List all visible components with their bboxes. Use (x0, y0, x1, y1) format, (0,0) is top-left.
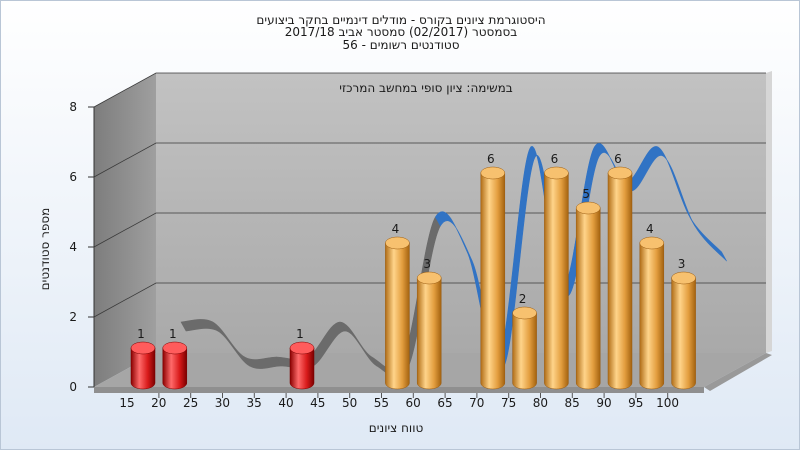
bar-cap (130, 341, 156, 355)
x-tick-label: 40 (278, 396, 293, 410)
data-label-20: 1 (169, 327, 177, 341)
chart-title-line-3: סטודנטים רשומים - 56 (342, 38, 459, 52)
bar-70 (480, 166, 506, 390)
data-label-40: 1 (296, 327, 304, 341)
x-tick-label: 55 (374, 396, 389, 410)
bar-cap (416, 271, 442, 285)
bar-cap (512, 306, 537, 320)
bar-80 (544, 166, 569, 390)
x-tick-label: 30 (215, 396, 230, 410)
x-tick-label: 100 (656, 396, 679, 410)
data-label-80: 6 (551, 152, 559, 166)
back-wall-right-edge (766, 71, 772, 353)
bar-cap (575, 201, 601, 215)
x-tick-label: 35 (247, 396, 262, 410)
chart-title-line-2: בסמסטר (02/2017) סמסטר אביב 2017/18 (285, 25, 517, 39)
data-label-100: 3 (678, 257, 686, 271)
bar-40 (289, 341, 315, 390)
y-tick-label: 0 (69, 380, 77, 394)
x-tick-label: 70 (469, 396, 484, 410)
bar-95 (639, 236, 665, 390)
bar-cap (607, 166, 633, 180)
y-axis-ticks: 0 2 4 6 8 (69, 100, 95, 394)
data-label-95: 4 (646, 222, 654, 236)
bar-75 (512, 306, 537, 390)
bar-body (512, 312, 537, 390)
data-label-60: 3 (423, 257, 431, 271)
bar-body (130, 347, 156, 390)
bar-body (416, 277, 442, 390)
bar-cap (480, 166, 506, 180)
bar-body (162, 347, 188, 390)
x-tick-label: 65 (437, 396, 452, 410)
bar-body (289, 347, 315, 390)
y-tick-label: 2 (69, 310, 77, 324)
bar-15 (130, 341, 156, 390)
bar-20 (162, 341, 188, 390)
bar-cap (544, 166, 569, 180)
x-tick-label: 60 (406, 396, 421, 410)
y-tick-label: 4 (69, 240, 77, 254)
bar-85 (575, 201, 601, 390)
bar-body (480, 172, 506, 390)
bar-cap (162, 341, 188, 355)
trend-ribbon-segment (689, 216, 727, 262)
x-tick-label: 80 (533, 396, 548, 410)
data-label-70: 6 (487, 152, 495, 166)
bar-body (544, 172, 569, 390)
bar-60 (416, 271, 442, 390)
y-tick-label: 8 (69, 100, 77, 114)
bars (130, 166, 696, 390)
floor-right-edge (704, 353, 772, 391)
gridline-6 (93, 142, 766, 178)
x-tick-label: 25 (183, 396, 198, 410)
bar-cap (671, 271, 696, 285)
gridline-8 (93, 72, 766, 108)
bar-body (607, 172, 633, 390)
bar-55 (385, 236, 410, 390)
bar-100 (671, 271, 696, 390)
bar-body (575, 207, 601, 390)
bar-body (671, 277, 696, 390)
x-tick-label: 90 (596, 396, 611, 410)
x-tick-label: 85 (565, 396, 580, 410)
x-axis-title: טווח ציונים (369, 421, 424, 435)
data-label-55: 4 (392, 222, 400, 236)
x-tick-label: 20 (151, 396, 166, 410)
bar-90 (607, 166, 633, 390)
data-label-75: 2 (519, 292, 527, 306)
bar-body (385, 242, 410, 390)
x-axis-ticks: 15 20 25 30 35 40 45 50 55 60 65 70 75 80 85 90 95 100 (119, 393, 679, 410)
x-tick-label: 45 (310, 396, 325, 410)
bar-cap (385, 236, 410, 250)
y-axis-title: מספר סטודנטים (38, 208, 52, 291)
data-label-15: 1 (137, 327, 145, 341)
data-label-90: 6 (614, 152, 622, 166)
y-tick-label: 6 (69, 170, 77, 184)
bar-cap (289, 341, 315, 355)
chart-title-line-1: היסטוגרמת ציונים בקורס - מודלים דינמיים … (256, 13, 545, 27)
x-tick-label: 95 (628, 396, 643, 410)
bar-body (639, 242, 665, 390)
data-label-85: 5 (582, 187, 590, 201)
data-labels: 1 1 1 4 3 6 2 6 5 6 4 3 (137, 152, 685, 341)
x-tick-label: 50 (342, 396, 357, 410)
chart-subtitle: במשימה: ציון סופי במחשב המרכזי (339, 81, 513, 95)
bar-cap (639, 236, 665, 250)
x-tick-label: 75 (501, 396, 516, 410)
x-tick-label: 15 (119, 396, 134, 410)
